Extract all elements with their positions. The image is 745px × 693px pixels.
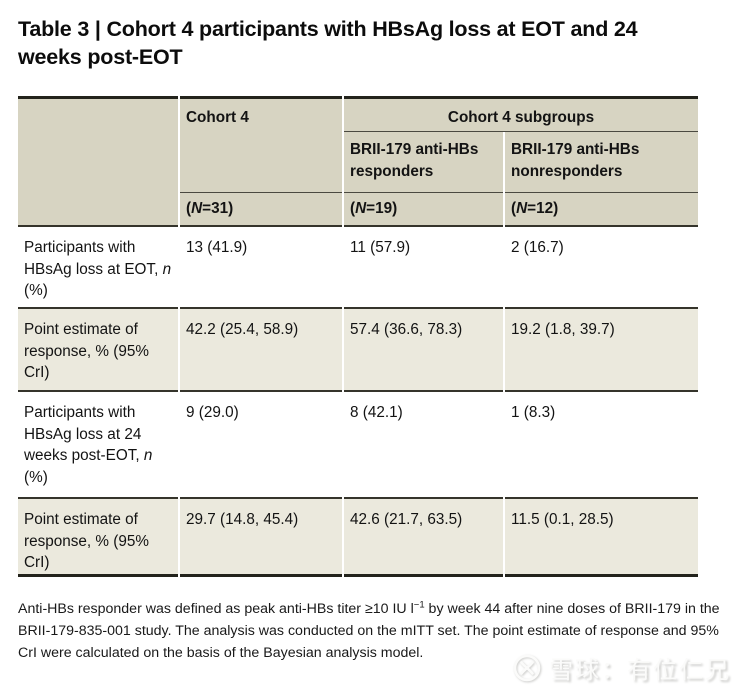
header-n-row: (N=31) (N=19) (N=12) [18,192,698,225]
header-empty-cell [180,132,342,192]
row-label-text: Participants with HBsAg loss at EOT, [24,239,163,278]
cell-value: 8 (42.1) [344,390,503,497]
n-responders: (N=19) [344,192,503,225]
n-text: =12) [527,200,559,217]
row-label: Participants with HBsAg loss at EOT, n (… [18,225,178,307]
table-body: Participants with HBsAg loss at EOT, n (… [18,225,698,577]
n-cohort4: (N=31) [180,192,342,225]
n-symbol: N [516,200,528,217]
row-label-text: Point estimate of response, % (95% CrI) [24,511,149,571]
cell-value: 29.7 (14.8, 45.4) [180,497,342,577]
header-empty-cell [18,96,178,132]
col-header-responders: BRII-179 anti-HBs responders [344,132,503,192]
footnote-text: Anti-HBs responder was defined as peak a… [18,601,414,618]
table-footnote: Anti-HBs responder was defined as peak a… [18,599,726,664]
row-label-text: (%) [24,468,48,486]
n-text: ( [350,200,356,217]
header-group-row: Cohort 4 Cohort 4 subgroups [18,96,698,132]
watermark-text: 雪球：有位仁兄 [549,657,731,684]
header-subcol-row: BRII-179 anti-HBs responders BRII-179 an… [18,132,698,192]
n-nonresponders: (N=12) [505,192,698,225]
cell-value: 1 (8.3) [505,390,698,497]
row-label-text: Point estimate of response, % (95% CrI) [24,321,149,381]
xueqiu-watermark: 雪球：有位仁兄 [512,650,731,685]
cell-value: 2 (16.7) [505,225,698,307]
row-label-text: (%) [24,282,48,299]
cell-value: 19.2 (1.8, 39.7) [505,307,698,390]
row-label-italic: n [143,447,153,464]
cell-value: 57.4 (36.6, 78.3) [344,307,503,390]
footnote-superscript: −1 [413,599,425,611]
cell-value: 11.5 (0.1, 28.5) [505,497,698,577]
n-text: =31) [202,200,234,217]
cell-value: 13 (41.9) [180,225,342,307]
results-table: Cohort 4 Cohort 4 subgroups BRII-179 ant… [16,96,700,577]
cell-value: 42.6 (21.7, 63.5) [344,497,503,577]
table-row-point-estimate-24w: Point estimate of response, % (95% CrI) … [18,497,698,577]
col-header-subgroups: Cohort 4 subgroups [344,96,698,132]
header-empty-cell [18,132,178,192]
row-label-text: Participants with HBsAg loss at 24 weeks… [24,404,144,464]
n-text: ( [186,200,192,217]
row-label: Point estimate of response, % (95% CrI) [18,497,178,577]
n-text: =19) [366,200,398,217]
header-empty-cell [18,192,178,225]
table-title: Table 3 | Cohort 4 participants with HBs… [18,17,638,69]
n-symbol: N [355,200,367,217]
table-row-point-estimate-eot: Point estimate of response, % (95% CrI) … [18,307,698,390]
col-header-cohort4: Cohort 4 [180,96,342,132]
row-label: Point estimate of response, % (95% CrI) [18,307,178,390]
xueqiu-logo-icon [513,654,541,681]
cell-value: 11 (57.9) [344,225,503,307]
row-label: Participants with HBsAg loss at 24 weeks… [18,390,178,497]
table-header: Cohort 4 Cohort 4 subgroups BRII-179 ant… [18,96,698,225]
row-label-italic: n [162,260,172,278]
n-text: ( [511,200,517,217]
cell-value: 42.2 (25.4, 58.9) [180,307,342,390]
col-header-nonresponders: BRII-179 anti-HBs nonresponders [505,132,698,192]
table-row-hbsag-loss-24w: Participants with HBsAg loss at 24 weeks… [18,390,698,497]
cell-value: 9 (29.0) [180,390,342,497]
table-row-hbsag-loss-eot: Participants with HBsAg loss at EOT, n (… [18,225,698,307]
n-symbol: N [191,200,203,217]
footnote-text: by week 44 after nine doses of BRII-179 … [18,601,720,661]
